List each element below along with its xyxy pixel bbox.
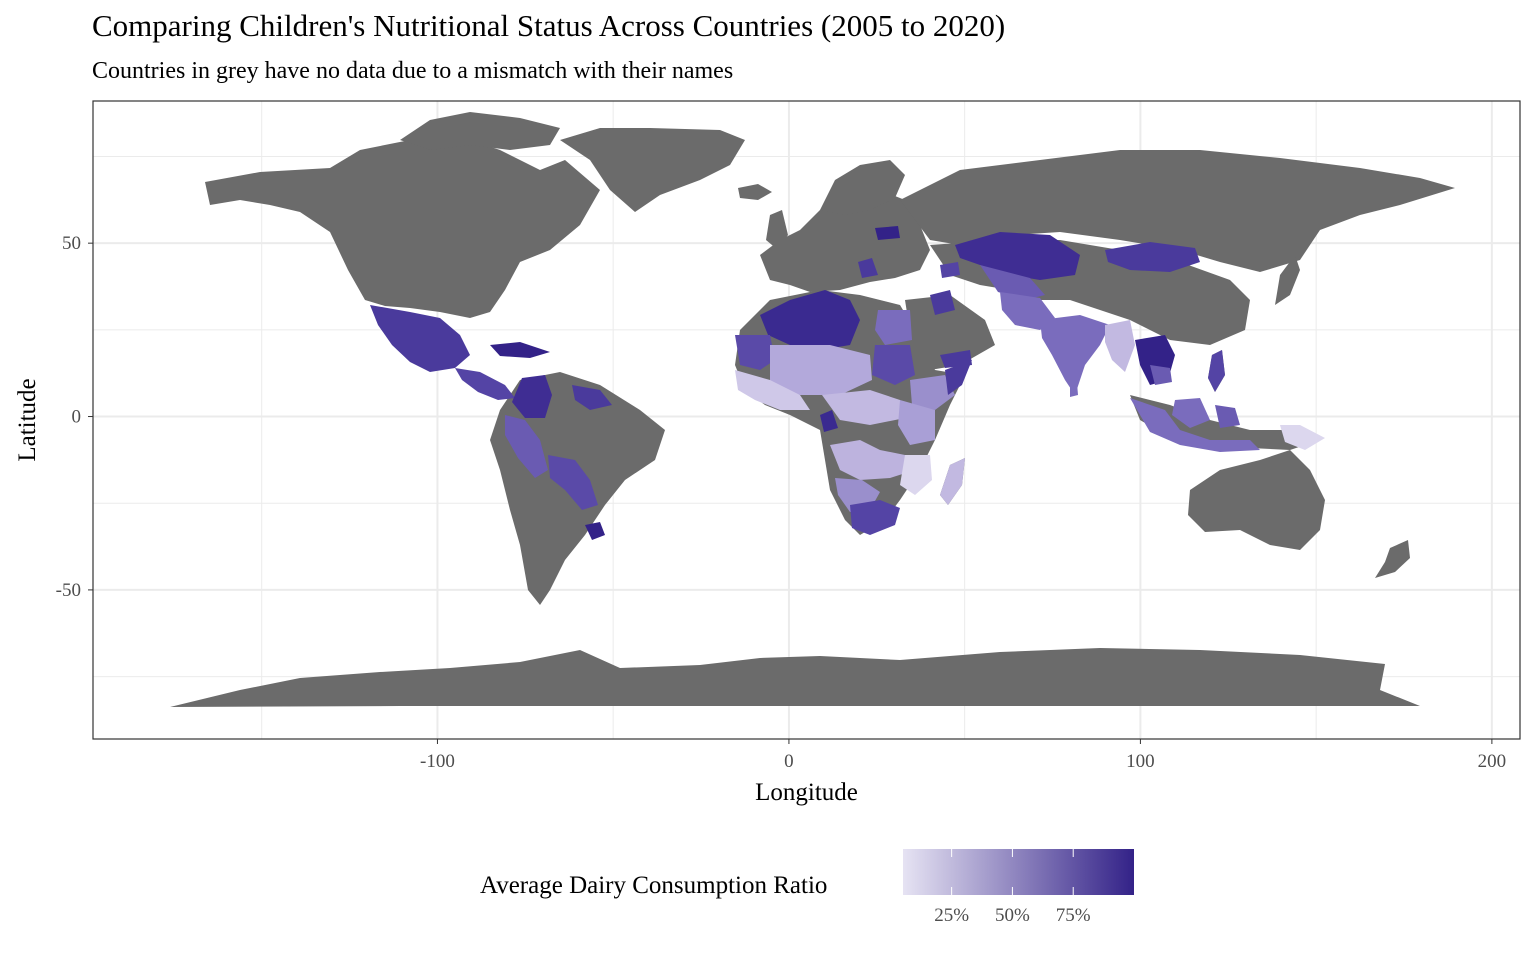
land-uk: [766, 210, 788, 250]
legend-label: 25%: [934, 905, 970, 926]
country-egypt: [875, 310, 912, 345]
country-somalia: [945, 360, 972, 395]
country-laos-cambodia: [1150, 365, 1172, 385]
legend-title: Average Dairy Consumption Ratio: [480, 872, 828, 899]
land-north-america: [205, 138, 600, 318]
country-caucasus: [940, 262, 960, 278]
data-layer: [370, 226, 1325, 540]
land-scandinavia: [820, 160, 905, 215]
country-india: [1040, 315, 1110, 395]
x-tick-label: 200: [1478, 751, 1507, 772]
legend-label: 50%: [994, 905, 1030, 926]
country-sahel: [770, 345, 872, 395]
legend-colorbar: [903, 849, 1134, 895]
country-angola-zambia: [830, 440, 915, 480]
country-philippines: [1208, 350, 1225, 392]
country-uruguay: [585, 522, 605, 540]
y-tick-label: 0: [72, 407, 82, 428]
country-mexico: [370, 305, 470, 372]
x-tick-label: 100: [1126, 751, 1155, 772]
country-cuba: [490, 342, 550, 358]
country-central-asia: [980, 265, 1045, 300]
country-mauritania-mali: [735, 335, 775, 370]
x-axis-title: Longitude: [755, 779, 858, 806]
country-sudan: [872, 345, 915, 385]
land-arctic-islands: [400, 112, 560, 150]
country-balkans: [858, 258, 878, 278]
country-ethiopia-region: [910, 375, 955, 410]
country-iraq: [930, 290, 955, 315]
country-madagascar: [940, 458, 965, 505]
country-east-africa: [898, 400, 935, 445]
y-tick-label: -50: [56, 580, 81, 601]
land-new-zealand: [1375, 540, 1410, 578]
country-ecuador-peru: [505, 415, 548, 478]
land-russia: [900, 150, 1455, 272]
country-belarus: [875, 226, 900, 240]
country-central-africa: [822, 390, 905, 425]
land-arabia: [905, 295, 995, 370]
country-kazakhstan: [955, 232, 1080, 280]
country-bangladesh-myanmar: [1105, 320, 1135, 372]
land-greenland: [560, 128, 745, 212]
country-mongolia: [1105, 242, 1200, 272]
country-sri-lanka: [1070, 383, 1078, 397]
y-tick-label: 50: [62, 233, 81, 254]
country-indonesia: [1130, 398, 1260, 452]
land-layer: [170, 112, 1455, 707]
country-south-africa: [850, 500, 900, 535]
legend-label: 75%: [1055, 905, 1091, 926]
country-gabon: [820, 410, 838, 432]
land-iceland: [738, 184, 772, 200]
x-tick-label: -100: [420, 751, 455, 772]
y-axis-title: Latitude: [14, 378, 41, 461]
country-mozambique-region: [900, 455, 932, 495]
country-papua-new-guinea: [1280, 425, 1325, 450]
country-sulawesi-maluku: [1215, 405, 1240, 428]
country-central-america: [455, 368, 515, 400]
country-yemen: [940, 350, 972, 368]
country-colombia: [512, 375, 552, 418]
land-japan: [1275, 255, 1300, 305]
x-tick-label: 0: [784, 751, 794, 772]
land-antarctica: [170, 648, 1420, 707]
land-australia: [1188, 450, 1325, 550]
country-malaysia-borneo: [1172, 398, 1210, 428]
chart-subtitle: Countries in grey have no data due to a …: [92, 58, 734, 84]
country-venezuela-guyana: [572, 385, 612, 410]
chart-title: Comparing Children's Nutritional Status …: [92, 8, 1006, 43]
country-algeria-libya: [760, 290, 860, 350]
land-europe: [760, 190, 930, 292]
country-west-africa-coast: [735, 370, 810, 410]
country-bolivia-paraguay: [548, 455, 598, 510]
panel-border: [92, 100, 1521, 740]
